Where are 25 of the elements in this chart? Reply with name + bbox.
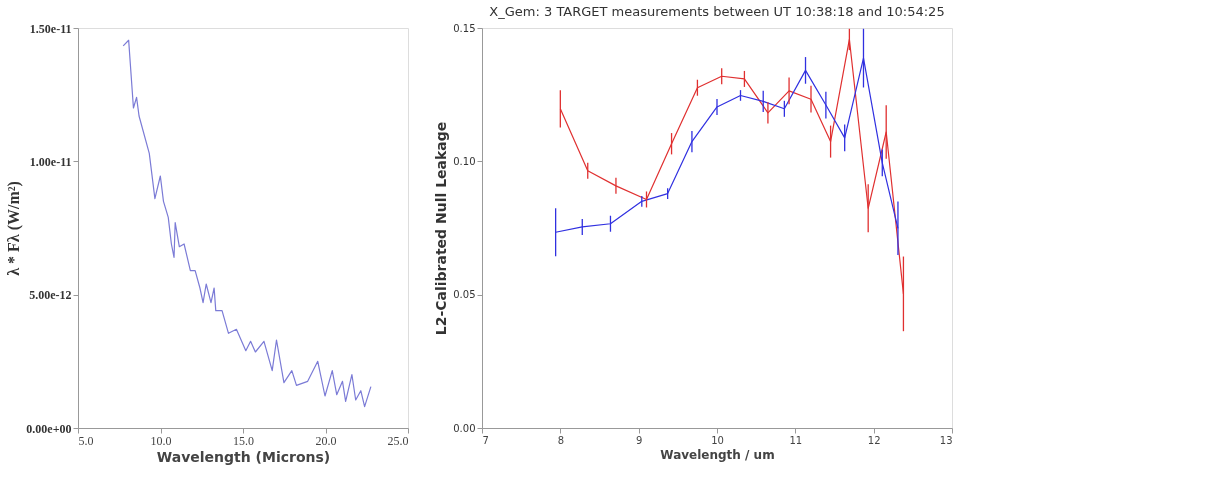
y-tick-label: 1.50e-11	[29, 21, 72, 36]
y-tick-label: 5.00e-12	[29, 288, 72, 303]
x-tick-label: 12	[867, 434, 881, 446]
x-tick-label: 10	[711, 434, 724, 446]
x-tick-label: 13	[939, 434, 953, 446]
x-tick-label: 9	[635, 434, 643, 446]
x-tick-label: 5.0	[78, 433, 94, 448]
y-tick-label: 0.10	[453, 155, 476, 167]
y-axis-title: L2-Calibrated Null Leakage	[433, 121, 450, 336]
chart-title: X_Gem: 3 TARGET measurements between UT 10:38:18 and 10:54:25	[489, 4, 945, 19]
x-tick-label: 7	[482, 434, 489, 446]
x-tick-label: 20.0	[315, 433, 337, 448]
x-tick-label: 11	[789, 434, 803, 446]
y-tick-label: 0.00e+00	[26, 421, 72, 436]
x-tick-label: 8	[557, 434, 565, 446]
x-tick-label: 10.0	[150, 433, 172, 448]
y-axis-title: λ * Fλ (W/m²)	[5, 181, 24, 276]
y-tick-label: 0.00	[453, 422, 476, 434]
x-axis-title: Wavelength (Microns)	[156, 448, 331, 465]
y-tick-label: 0.05	[453, 289, 476, 301]
x-tick-label: 15.0	[233, 433, 254, 448]
y-tick-label: 1.00e-11	[29, 154, 72, 169]
x-tick-label: 25.0	[387, 433, 409, 448]
x-axis-title: Wavelength / um	[660, 447, 775, 462]
y-tick-label: 0.15	[453, 22, 476, 34]
